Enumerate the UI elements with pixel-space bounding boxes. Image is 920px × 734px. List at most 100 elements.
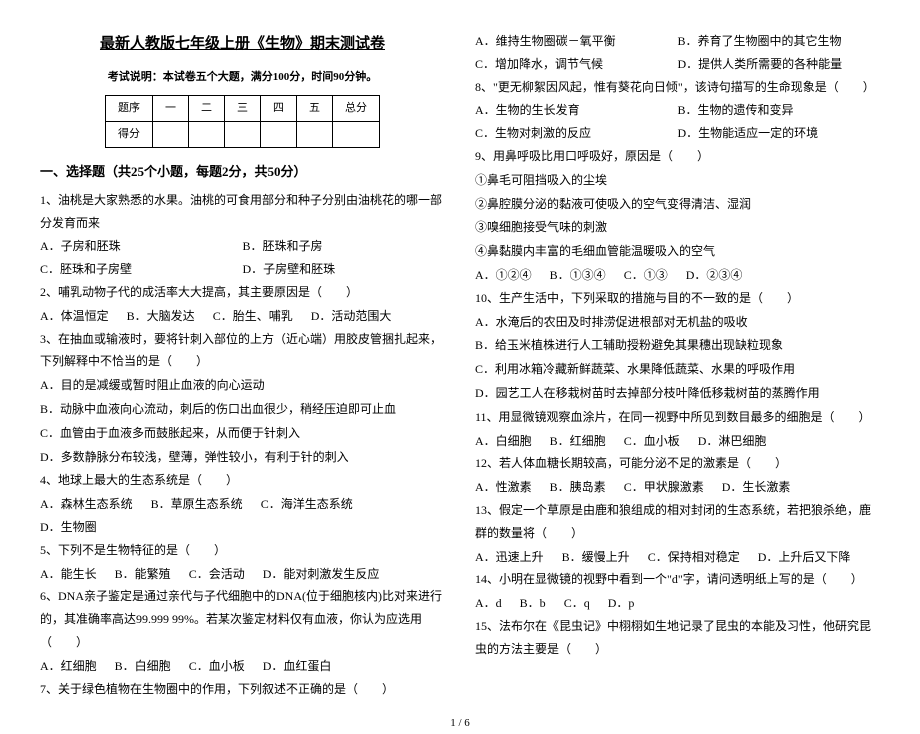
question-11: 11、用显微镜观察血涂片，在同一视野中所见到数目最多的细胞是（ ） — [475, 406, 880, 429]
opt-d: D．能对刺激发生反应 — [263, 563, 380, 586]
opt-a: A．目的是减缓或暂时阻止血液的向心运动 — [40, 374, 445, 397]
opt-b: B．大脑发达 — [127, 305, 195, 328]
question-4: 4、地球上最大的生态系统是（ ） — [40, 469, 445, 492]
question-7: 7、关于绿色植物在生物圈中的作用，下列叙述不正确的是（ ） — [40, 678, 445, 701]
options: A．性激素 B．胰岛素 C．甲状腺激素 D．生长激素 — [475, 476, 880, 499]
opt-a: A．迅速上升 — [475, 546, 544, 569]
question-1: 1、油桃是大家熟悉的水果。油桃的可食用部分和种子分别由油桃花的哪一部分发育而来 — [40, 189, 445, 235]
opt-c: C．增加降水，调节气候 — [475, 53, 678, 76]
question-6: 6、DNA亲子鉴定是通过亲代与子代细胞中的DNA(位于细胞核内)比对来进行的，其… — [40, 585, 445, 653]
opt-c: C．血小板 — [624, 430, 680, 453]
options: A．d B．b C．q D．p — [475, 592, 880, 615]
td — [153, 122, 189, 148]
page-number: 1 / 6 — [40, 713, 880, 734]
opt-d: D．生物圈 — [40, 516, 97, 539]
question-3: 3、在抽血或输液时，要将针刺入部位的上方（近心端）用胶皮管捆扎起来，下列解释中不… — [40, 328, 445, 374]
question-14: 14、小明在显微镜的视野中看到一个"d"字，请问透明纸上写的是（ ） — [475, 568, 880, 591]
opt-d: D．生长激素 — [722, 476, 791, 499]
opt-b: B．动脉中血液向心流动，刺后的伤口出血很少，稍经压迫即可止血 — [40, 398, 445, 421]
td — [189, 122, 225, 148]
opt-c: C．胚珠和子房壁 — [40, 258, 243, 281]
opt-b: B．草原生态系统 — [151, 493, 243, 516]
td — [261, 122, 297, 148]
opt-c: C．血小板 — [189, 655, 245, 678]
question-9: 9、用鼻呼吸比用口呼吸好，原因是（ ） — [475, 145, 880, 168]
options: A．生物的生长发育 B．生物的遗传和变异 — [475, 99, 880, 122]
stmt-4: ④鼻黏膜内丰富的毛细血管能温暖吸入的空气 — [475, 240, 880, 263]
options: A．能生长 B．能繁殖 C．会活动 D．能对刺激发生反应 — [40, 563, 445, 586]
opt-a: A．d — [475, 592, 502, 615]
opt-d: D．多数静脉分布较浅，壁薄，弹性较小，有利于针的刺入 — [40, 446, 445, 469]
th: 一 — [153, 96, 189, 122]
opt-c: C．血管由于血液多而鼓胀起来，从而便于针刺入 — [40, 422, 445, 445]
opt-c: C．生物对刺激的反应 — [475, 122, 678, 145]
opt-a: A．水淹后的农田及时排涝促进根部对无机盐的吸收 — [475, 311, 880, 334]
opt-a: A．森林生态系统 — [40, 493, 133, 516]
score-table: 题序 一 二 三 四 五 总分 得分 — [105, 95, 380, 148]
left-column: 最新人教版七年级上册《生物》期末测试卷 考试说明：本试卷五个大题，满分100分，… — [40, 30, 445, 701]
opt-b: B．b — [520, 592, 546, 615]
opt-b: B．白细胞 — [115, 655, 171, 678]
question-5: 5、下列不是生物特征的是（ ） — [40, 539, 445, 562]
th: 总分 — [333, 96, 380, 122]
opt-b: B．缓慢上升 — [562, 546, 630, 569]
opt-c: C．保持相对稳定 — [648, 546, 740, 569]
opt-d: D．血红蛋白 — [263, 655, 332, 678]
question-10: 10、生产生活中，下列采取的措施与目的不一致的是（ ） — [475, 287, 880, 310]
exam-subtitle: 考试说明：本试卷五个大题，满分100分，时间90分钟。 — [40, 67, 445, 88]
opt-b: B．胰岛素 — [550, 476, 606, 499]
td: 得分 — [106, 122, 153, 148]
opt-d: D．园艺工人在移栽树苗时去掉部分枝叶降低移栽树苗的蒸腾作用 — [475, 382, 880, 405]
opt-a: A．①②④ — [475, 264, 532, 287]
th: 四 — [261, 96, 297, 122]
opt-b: B．胚珠和子房 — [243, 235, 446, 258]
opt-c: C．胎生、哺乳 — [213, 305, 293, 328]
opt-b: B．给玉米植株进行人工辅助授粉避免其果穗出现缺粒现象 — [475, 334, 880, 357]
options: A．①②④ B．①③④ C．①③ D．②③④ — [475, 264, 880, 287]
opt-b: B．生物的遗传和变异 — [678, 99, 881, 122]
opt-b: B．能繁殖 — [115, 563, 171, 586]
options: C．增加降水，调节气候 D．提供人类所需要的各种能量 — [475, 53, 880, 76]
opt-c: C．①③ — [624, 264, 668, 287]
options: A．白细胞 B．红细胞 C．血小板 D．淋巴细胞 — [475, 430, 880, 453]
opt-b: B．①③④ — [550, 264, 606, 287]
opt-b: B．养育了生物圈中的其它生物 — [678, 30, 881, 53]
table-row: 得分 — [106, 122, 380, 148]
opt-c: C．q — [564, 592, 590, 615]
opt-b: B．红细胞 — [550, 430, 606, 453]
opt-d: D．提供人类所需要的各种能量 — [678, 53, 881, 76]
stmt-2: ②鼻腔膜分泌的黏液可使吸入的空气变得清洁、湿润 — [475, 193, 880, 216]
exam-title: 最新人教版七年级上册《生物》期末测试卷 — [40, 30, 445, 59]
options: A．维持生物圈碳－氧平衡 B．养育了生物圈中的其它生物 — [475, 30, 880, 53]
opt-d: D．②③④ — [686, 264, 743, 287]
opt-d: D．活动范围大 — [311, 305, 392, 328]
opt-a: A．子房和胚珠 — [40, 235, 243, 258]
options: A．子房和胚珠 B．胚珠和子房 — [40, 235, 445, 258]
two-column-layout: 最新人教版七年级上册《生物》期末测试卷 考试说明：本试卷五个大题，满分100分，… — [40, 30, 880, 701]
opt-d: D．p — [608, 592, 635, 615]
opt-d: D．淋巴细胞 — [698, 430, 767, 453]
opt-a: A．白细胞 — [475, 430, 532, 453]
options: A．体温恒定 B．大脑发达 C．胎生、哺乳 D．活动范围大 — [40, 305, 445, 328]
opt-a: A．维持生物圈碳－氧平衡 — [475, 30, 678, 53]
opt-c: C．甲状腺激素 — [624, 476, 704, 499]
options: C．胚珠和子房壁 D．子房壁和胚珠 — [40, 258, 445, 281]
opt-a: A．性激素 — [475, 476, 532, 499]
td — [297, 122, 333, 148]
td — [333, 122, 380, 148]
options: A．迅速上升 B．缓慢上升 C．保持相对稳定 D．上升后又下降 — [475, 546, 880, 569]
opt-c: C．海洋生态系统 — [261, 493, 353, 516]
section-heading: 一、选择题（共25个小题，每题2分，共50分） — [40, 160, 445, 185]
table-row: 题序 一 二 三 四 五 总分 — [106, 96, 380, 122]
opt-d: D．生物能适应一定的环境 — [678, 122, 881, 145]
th: 五 — [297, 96, 333, 122]
right-column: A．维持生物圈碳－氧平衡 B．养育了生物圈中的其它生物 C．增加降水，调节气候 … — [475, 30, 880, 701]
opt-a: A．生物的生长发育 — [475, 99, 678, 122]
th: 题序 — [106, 96, 153, 122]
question-15: 15、法布尔在《昆虫记》中栩栩如生地记录了昆虫的本能及习性，他研究昆虫的方法主要… — [475, 615, 880, 661]
td — [225, 122, 261, 148]
opt-a: A．能生长 — [40, 563, 97, 586]
options: A．红细胞 B．白细胞 C．血小板 D．血红蛋白 — [40, 655, 445, 678]
question-12: 12、若人体血糖长期较高，可能分泌不足的激素是（ ） — [475, 452, 880, 475]
question-2: 2、哺乳动物子代的成活率大大提高，其主要原因是（ ） — [40, 281, 445, 304]
